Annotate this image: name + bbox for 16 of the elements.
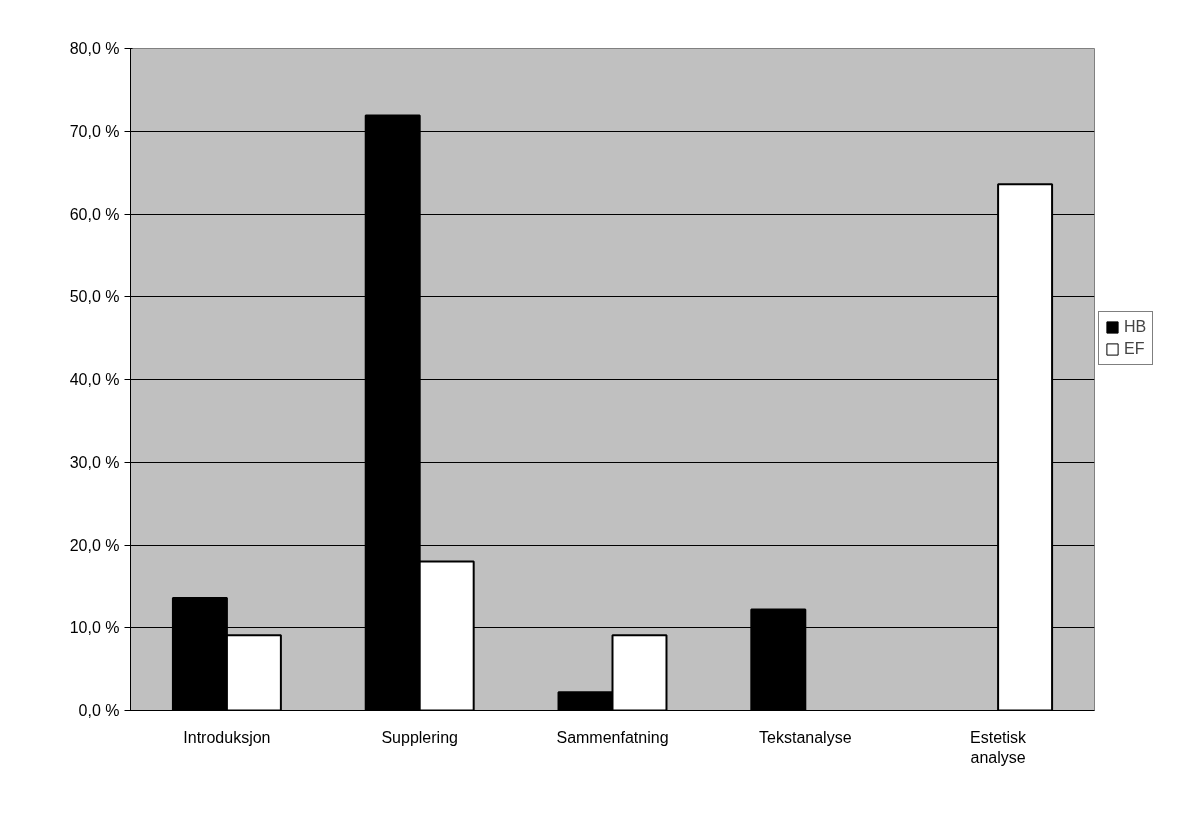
y-tick-label: 10,0 % xyxy=(69,619,120,637)
y-tick-label: 60,0 % xyxy=(69,205,120,223)
x-tick-label: Supplering xyxy=(381,728,458,746)
y-tick-label: 50,0 % xyxy=(69,288,120,306)
y-tick-label: 80,0 % xyxy=(69,40,120,57)
y-tick-label: 70,0 % xyxy=(69,122,120,140)
legend-label: HB xyxy=(1124,318,1147,336)
x-tick-label: Sammenfatning xyxy=(556,728,669,746)
y-tick-label: 30,0 % xyxy=(69,453,120,471)
legend-label: EF xyxy=(1124,340,1145,358)
y-tick-label: 40,0 % xyxy=(69,371,120,388)
x-tick-label: Tekstanalyse xyxy=(759,728,852,746)
x-tick-label: Introduksjon xyxy=(183,728,271,746)
y-tick-label: 0,0 % xyxy=(78,702,120,719)
y-tick-label: 20,0 % xyxy=(69,536,120,554)
x-tick-label: Estetisk analyse xyxy=(970,728,1028,766)
